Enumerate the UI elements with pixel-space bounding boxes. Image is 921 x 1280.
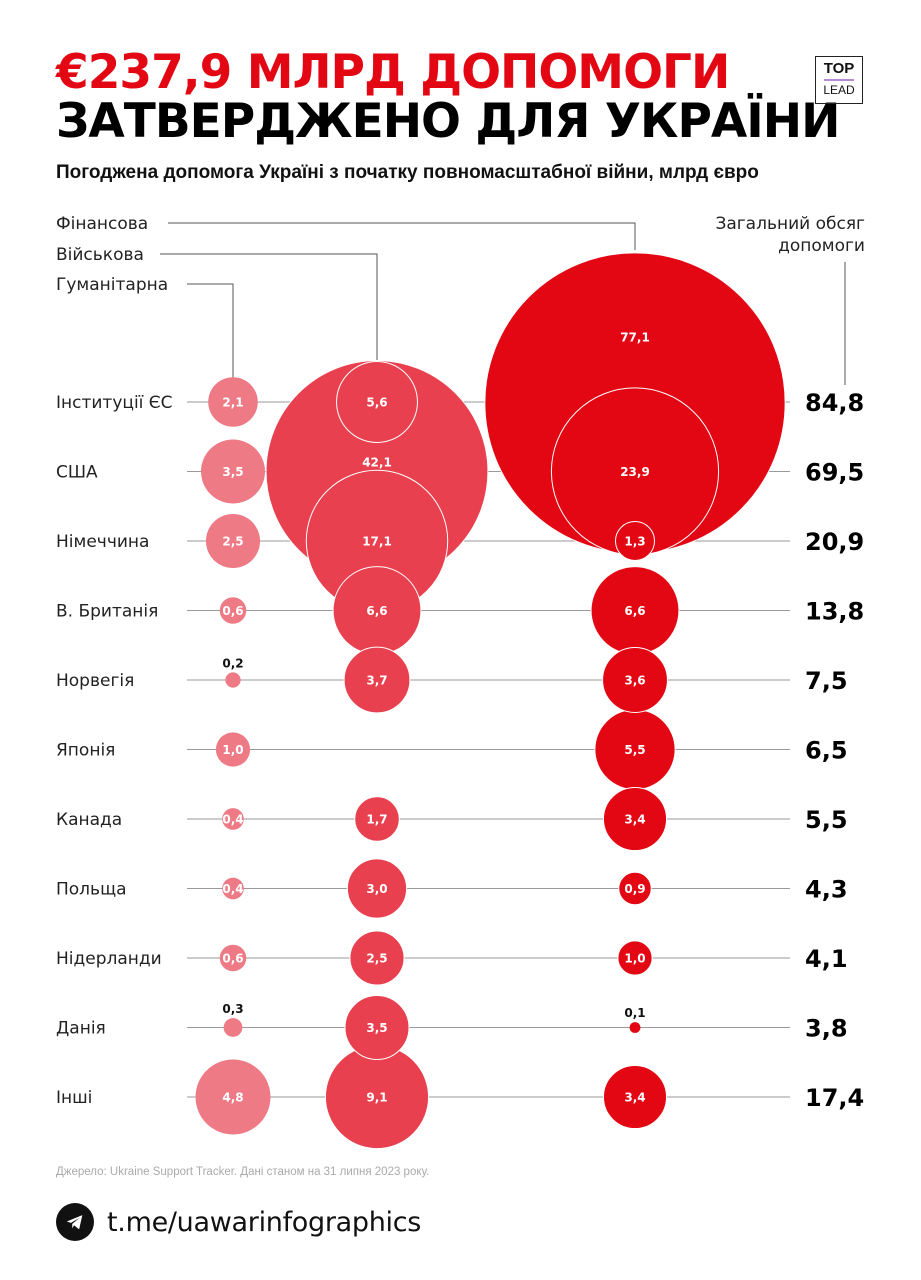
bubble-financial xyxy=(602,647,668,713)
category-label: Японія xyxy=(56,741,115,761)
value-label-military: 42,1 xyxy=(362,456,392,470)
total-value: 3,8 xyxy=(805,1015,848,1043)
bubble-humanitarian xyxy=(201,439,265,504)
top-lead-logo: TOP LEAD xyxy=(815,56,863,104)
value-label-financial: 1,0 xyxy=(624,952,645,966)
telegram-icon xyxy=(56,1203,94,1241)
bubble-humanitarian xyxy=(219,944,247,972)
value-label-financial: 6,6 xyxy=(624,604,645,618)
bubble-chart: Інституції ЄС США Німеччина В. Британія Норв… xyxy=(56,214,865,1150)
category-label: Інституції ЄС xyxy=(56,393,173,413)
value-label-financial: 3,4 xyxy=(624,1091,645,1105)
bubble-military xyxy=(344,995,410,1060)
legend-connector-humanitarian xyxy=(187,283,234,378)
total-value: 4,3 xyxy=(805,876,848,904)
bubble-financial xyxy=(602,786,668,852)
legend-connector-financial xyxy=(168,222,636,250)
legend-connector-military xyxy=(160,253,378,365)
bubble-military xyxy=(343,646,411,714)
source-note: Джерело: Ukraine Support Tracker. Дані с… xyxy=(56,1166,430,1178)
bubble-financial xyxy=(629,1022,641,1033)
value-label-financial: 1,3 xyxy=(624,535,645,549)
value-label-military: 2,5 xyxy=(366,952,387,966)
value-label-humanitarian: 0,4 xyxy=(222,813,243,827)
category-label: Інші xyxy=(56,1088,92,1108)
category-label: Німеччина xyxy=(56,532,149,552)
total-value: 5,5 xyxy=(805,806,848,834)
bubble-humanitarian xyxy=(219,597,247,624)
value-label-humanitarian: 4,8 xyxy=(222,1091,243,1105)
value-label-humanitarian: 1,0 xyxy=(222,743,243,757)
value-label-humanitarian: 0,6 xyxy=(222,604,243,618)
bubble-humanitarian xyxy=(208,377,258,427)
chart-subtitle: Погоджена допомога Україні з початку пов… xyxy=(56,162,759,183)
category-label: В. Британія xyxy=(56,602,158,622)
total-value: 13,8 xyxy=(805,598,864,626)
value-label-military: 9,1 xyxy=(366,1091,387,1105)
total-value: 69,5 xyxy=(805,459,864,487)
category-label: Норвегія xyxy=(56,671,134,691)
category-label: Польща xyxy=(56,880,127,900)
value-label-humanitarian: 3,5 xyxy=(222,465,243,479)
bubble-military xyxy=(346,858,408,919)
value-label-military: 1,7 xyxy=(366,813,387,827)
total-value: 84,8 xyxy=(805,389,864,417)
value-label-military: 5,6 xyxy=(366,396,387,410)
logo-bottom-text: LEAD xyxy=(823,83,855,97)
total-value: 7,5 xyxy=(805,667,848,695)
bubble-humanitarian xyxy=(222,877,244,900)
headline-amount: €237,9 МЛРД ДОПОМОГИ xyxy=(56,45,730,100)
bubble-humanitarian xyxy=(195,1059,271,1135)
bubble-humanitarian xyxy=(205,513,261,569)
total-value: 6,5 xyxy=(805,737,848,765)
value-label-humanitarian: 2,1 xyxy=(222,396,243,410)
bubble-humanitarian xyxy=(222,808,244,830)
bubble-financial xyxy=(615,521,655,561)
total-value: 20,9 xyxy=(805,528,864,556)
bubble-military xyxy=(336,361,418,443)
value-label-financial: 3,4 xyxy=(624,813,645,827)
category-label: Канада xyxy=(56,810,122,830)
totals-header-line1: Загальний обсяг xyxy=(715,214,865,234)
logo-top-text: TOP xyxy=(823,60,855,77)
totals-header-line2: допомоги xyxy=(778,236,865,256)
value-label-financial: 3,6 xyxy=(624,674,645,688)
bubble-financial xyxy=(602,1064,668,1130)
value-label-humanitarian: 0,3 xyxy=(222,1002,243,1016)
total-value: 17,4 xyxy=(805,1084,864,1112)
category-label: США xyxy=(56,463,98,483)
telegram-link[interactable]: t.me/uawarinfographics xyxy=(107,1206,422,1238)
value-label-financial: 23,9 xyxy=(620,465,650,479)
value-label-military: 3,5 xyxy=(366,1021,387,1035)
bubble-humanitarian xyxy=(215,732,251,767)
total-value: 4,1 xyxy=(805,945,848,973)
value-label-military: 3,0 xyxy=(366,882,387,896)
value-label-financial: 77,1 xyxy=(620,331,650,345)
bubble-humanitarian xyxy=(223,1018,243,1037)
category-label: Нідерланди xyxy=(56,949,162,969)
headline-text: ЗАТВЕРДЖЕНО ДЛЯ УКРАЇНИ xyxy=(56,94,840,149)
bubble-military xyxy=(354,796,400,842)
legend-military: Військова xyxy=(56,245,144,265)
value-label-military: 6,6 xyxy=(366,604,387,618)
value-label-humanitarian: 0,4 xyxy=(222,882,243,896)
value-label-financial: 0,1 xyxy=(624,1006,645,1020)
logo-divider xyxy=(824,79,854,81)
bubble-financial xyxy=(617,940,653,976)
category-label: Данія xyxy=(56,1019,106,1039)
bubble-military xyxy=(349,930,405,986)
value-label-financial: 5,5 xyxy=(624,743,645,757)
bubble-financial xyxy=(618,871,652,906)
value-label-military: 17,1 xyxy=(362,535,392,549)
value-label-military: 3,7 xyxy=(366,674,387,688)
value-label-humanitarian: 2,5 xyxy=(222,535,243,549)
value-label-humanitarian: 0,2 xyxy=(222,656,243,670)
value-label-financial: 0,9 xyxy=(624,882,645,896)
legend-humanitarian: Гуманітарна xyxy=(56,275,168,295)
bubble-humanitarian xyxy=(225,672,241,688)
value-label-humanitarian: 0,6 xyxy=(222,952,243,966)
telegram-link-block[interactable]: t.me/uawarinfographics xyxy=(56,1203,421,1241)
legend-financial: Фінансова xyxy=(56,214,148,234)
